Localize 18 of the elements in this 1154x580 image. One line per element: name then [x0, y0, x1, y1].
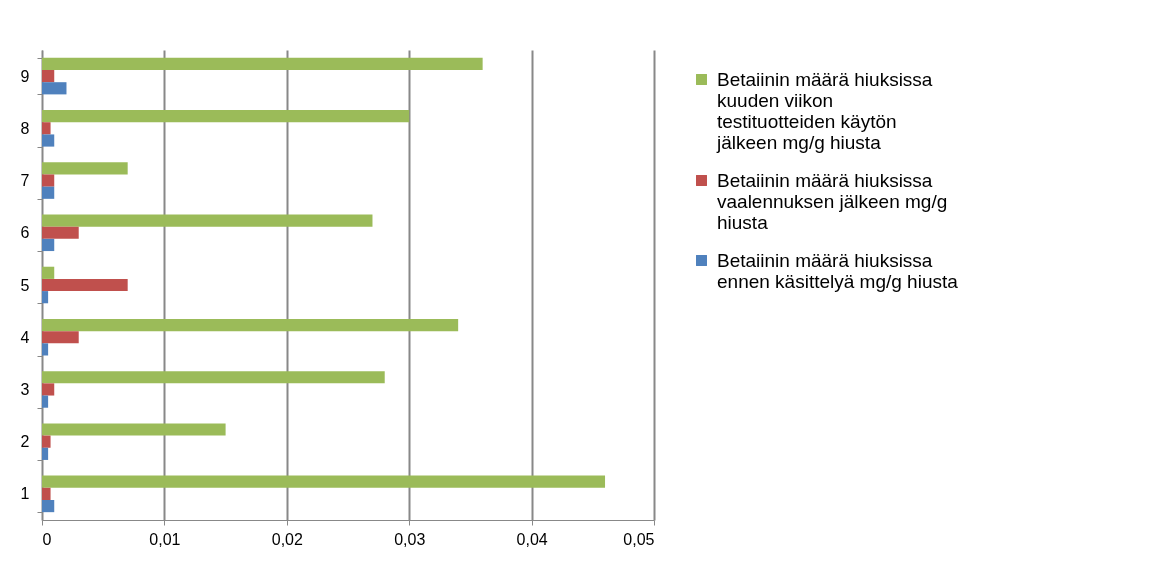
legend-label: Betaiinin määrä hiuksissa kuuden viikon testituotteiden käytön jälkeen mg/g hiusta [716, 68, 933, 153]
x-tick-label: 0,04 [516, 530, 548, 548]
x-tick-label: 0,01 [149, 530, 181, 548]
y-tick-label: 6 [20, 224, 30, 242]
legend-label: Betaiinin määrä hiuksissa vaalennuksen jälkeen mg/g hiusta [717, 169, 948, 233]
y-tick-label: 8 [20, 119, 30, 137]
x-tick-label: 0,03 [394, 530, 426, 548]
legend-label: Betaiinin määrä hiuksissa ennen käsittelyä mg/g hiusta [717, 249, 959, 292]
x-tick-label: 0,05 [623, 530, 655, 548]
x-tick-label: 0,02 [271, 530, 303, 548]
y-tick-label: 7 [20, 172, 30, 190]
y-tick-label: 9 [20, 67, 30, 85]
y-tick-label: 4 [20, 328, 30, 346]
y-tick-label: 5 [20, 276, 30, 294]
y-tick-label: 1 [20, 485, 30, 503]
x-tick-label: 0 [42, 530, 52, 548]
y-tick-label: 2 [20, 433, 30, 451]
y-tick-label: 3 [20, 380, 30, 398]
